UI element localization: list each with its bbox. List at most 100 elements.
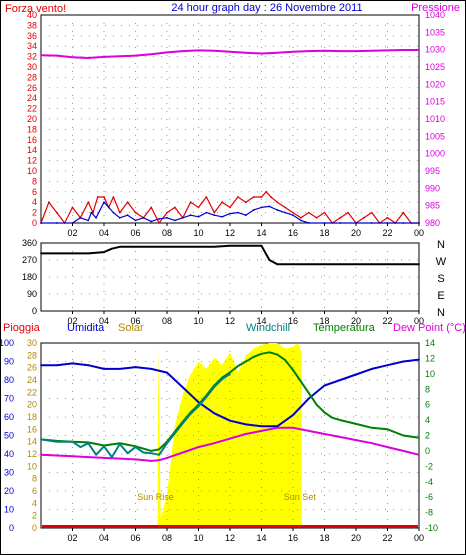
data-point bbox=[307, 397, 310, 400]
data-point bbox=[79, 446, 82, 448]
data-point bbox=[284, 206, 287, 209]
data-point bbox=[252, 209, 255, 211]
y-tick-label: 1010 bbox=[425, 114, 445, 124]
data-point bbox=[370, 49, 373, 52]
data-point bbox=[276, 426, 279, 429]
data-point bbox=[103, 196, 105, 198]
wind-axis-label: Forza vento! bbox=[5, 3, 66, 15]
data-point bbox=[386, 364, 389, 367]
data-point bbox=[221, 378, 224, 381]
data-point bbox=[347, 211, 350, 214]
data-point bbox=[55, 364, 58, 367]
data-point bbox=[71, 206, 74, 209]
data-point bbox=[134, 54, 137, 57]
data-point bbox=[213, 49, 216, 52]
y-tick-label: 0 bbox=[32, 218, 37, 228]
data-point bbox=[299, 219, 302, 222]
x-tick-label: 22 bbox=[382, 228, 392, 238]
data-point bbox=[87, 201, 90, 204]
y-tick-label: 0 bbox=[32, 523, 37, 533]
y-tick-label: 270 bbox=[22, 255, 37, 265]
data-point bbox=[103, 56, 105, 58]
data-point bbox=[244, 423, 247, 426]
data-point bbox=[87, 57, 90, 59]
x-tick-label: 20 bbox=[351, 228, 361, 238]
data-point bbox=[260, 352, 263, 355]
data-point bbox=[142, 216, 145, 219]
y-tick-label: 12 bbox=[27, 156, 37, 166]
data-point bbox=[355, 439, 357, 442]
data-point bbox=[118, 216, 121, 219]
y-tick-label: 10 bbox=[4, 505, 14, 515]
data-point bbox=[244, 244, 247, 247]
data-point bbox=[118, 368, 121, 370]
x-tick-label: 04 bbox=[99, 228, 109, 238]
data-point bbox=[270, 196, 272, 198]
data-point bbox=[71, 440, 74, 443]
data-point bbox=[236, 196, 239, 198]
y-tick-label: 2 bbox=[32, 511, 37, 521]
data-point bbox=[150, 368, 153, 370]
data-point bbox=[87, 219, 90, 222]
data-point bbox=[197, 446, 200, 448]
data-point bbox=[402, 211, 405, 214]
data-point bbox=[339, 379, 342, 381]
x-tick-label: 06 bbox=[130, 533, 140, 543]
data-point bbox=[181, 216, 184, 219]
data-point bbox=[173, 206, 176, 209]
compass-label: N bbox=[437, 239, 445, 251]
data-point bbox=[260, 52, 263, 55]
data-point bbox=[244, 51, 247, 54]
data-point bbox=[355, 373, 357, 376]
x-tick-label: 06 bbox=[130, 316, 140, 326]
data-point bbox=[134, 446, 137, 448]
data-point bbox=[55, 222, 58, 224]
compass-label: N bbox=[437, 307, 445, 319]
data-point bbox=[355, 50, 357, 52]
y-tick-label: 24 bbox=[27, 93, 37, 103]
data-point bbox=[229, 372, 231, 375]
y-tick-label: 28 bbox=[27, 350, 37, 360]
data-point bbox=[118, 211, 121, 214]
y-tick-label: 360 bbox=[22, 238, 37, 248]
data-point bbox=[323, 211, 326, 214]
data-point bbox=[95, 216, 98, 219]
x-tick-label: 20 bbox=[351, 533, 361, 543]
data-point bbox=[386, 49, 389, 52]
data-point bbox=[134, 458, 137, 461]
data-point bbox=[158, 222, 161, 224]
x-tick-label: 16 bbox=[288, 316, 298, 326]
data-point bbox=[229, 206, 231, 209]
data-point bbox=[126, 452, 129, 455]
y-tick-label: 16 bbox=[27, 135, 37, 145]
data-point bbox=[260, 244, 263, 247]
data-point bbox=[150, 452, 153, 455]
y-tick-label: 30 bbox=[27, 338, 37, 348]
data-point bbox=[362, 216, 365, 219]
data-point bbox=[87, 456, 90, 458]
x-tick-label: 14 bbox=[256, 228, 266, 238]
data-point bbox=[418, 263, 420, 266]
x-tick-label: 22 bbox=[382, 316, 392, 326]
y-tick-label: -4 bbox=[425, 477, 433, 487]
compass-label: W bbox=[436, 256, 447, 268]
y-tick-label: 0 bbox=[9, 523, 14, 533]
graph-title: 24 hour graph day : 26 Novembre 2011 bbox=[171, 2, 362, 14]
data-point bbox=[166, 442, 168, 445]
y-tick-label: 10 bbox=[27, 166, 37, 176]
data-point bbox=[276, 353, 279, 356]
y-tick-label: 8 bbox=[32, 474, 37, 484]
y-tick-label: 12 bbox=[425, 353, 435, 363]
data-point bbox=[158, 453, 161, 456]
data-point bbox=[150, 53, 153, 56]
x-tick-label: 12 bbox=[225, 228, 235, 238]
y-tick-label: 4 bbox=[32, 197, 37, 207]
data-point bbox=[40, 438, 42, 441]
x-tick-label: 18 bbox=[319, 316, 329, 326]
data-point bbox=[418, 453, 420, 456]
data-point bbox=[307, 222, 310, 224]
data-point bbox=[252, 196, 255, 198]
data-point bbox=[229, 371, 231, 374]
legend-dew-point: Dew Point (°C) bbox=[393, 322, 465, 334]
